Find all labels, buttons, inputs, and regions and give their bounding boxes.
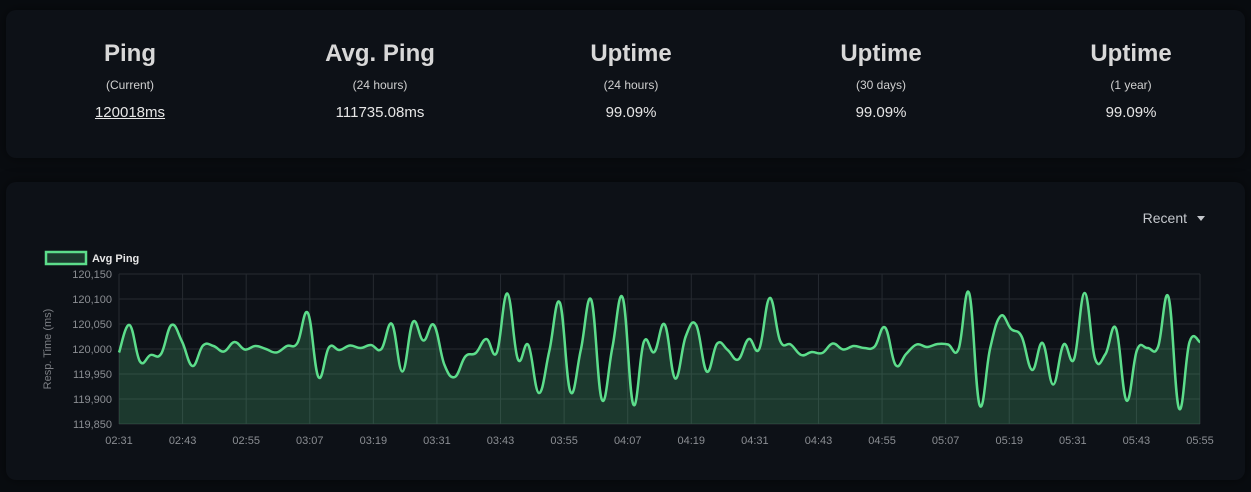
legend-label: Avg Ping — [92, 253, 139, 265]
y-tick-label: 119,950 — [73, 369, 112, 381]
x-tick-label: 03:07 — [296, 435, 324, 447]
x-tick-label: 04:19 — [678, 435, 706, 447]
chart-card: Recent 120,150 120,100 120,050 120,000 119,9… — [6, 182, 1245, 480]
x-tick-label: 03:55 — [550, 435, 578, 447]
stat-value: 111735.08ms — [335, 104, 425, 121]
stat-subtitle: (Current) — [105, 78, 154, 92]
y-tick-label: 120,050 — [72, 319, 112, 331]
period-dropdown-label: Recent — [1142, 210, 1187, 226]
stat-uptime-24h: Uptime (24 hours) 99.09% — [511, 40, 751, 121]
x-tick-label: 02:55 — [232, 435, 260, 447]
stat-subtitle: (1 year) — [1110, 78, 1152, 92]
x-tick-label: 03:19 — [360, 435, 388, 447]
x-tick-label: 02:31 — [105, 435, 133, 447]
stat-value: 99.09% — [855, 104, 907, 121]
ping-chart: 120,150 120,100 120,050 120,000 119,950 119,9… — [42, 250, 1214, 447]
x-tick-label: 04:31 — [741, 435, 769, 447]
stat-current-ping: Ping (Current) 120018ms — [10, 40, 250, 121]
stat-title: Uptime — [590, 40, 672, 67]
legend-swatch — [44, 250, 88, 266]
current-ping-link[interactable]: 120018ms — [94, 104, 166, 121]
x-tick-label: 05:43 — [1123, 435, 1151, 447]
stat-subtitle: (24 hours) — [603, 78, 659, 92]
series-area-avg-ping — [119, 291, 1200, 424]
stat-title: Avg. Ping — [325, 40, 435, 67]
stat-subtitle: (30 days) — [855, 78, 907, 92]
stat-title: Ping — [104, 40, 156, 67]
x-tick-label: 04:07 — [614, 435, 642, 447]
stat-value: 99.09% — [605, 104, 657, 121]
stat-uptime-30d: Uptime (30 days) 99.09% — [761, 40, 1001, 121]
y-tick-label: 120,150 — [72, 269, 112, 281]
stat-subtitle: (24 hours) — [352, 78, 408, 92]
x-tick-label: 03:31 — [423, 435, 451, 447]
stat-avg-ping: Avg. Ping (24 hours) 111735.08ms — [260, 40, 500, 121]
x-tick-label: 02:43 — [169, 435, 197, 447]
x-tick-label: 05:07 — [932, 435, 960, 447]
y-tick-label: 120,000 — [72, 344, 112, 356]
x-tick-label: 05:31 — [1059, 435, 1087, 447]
x-tick-label: 05:19 — [995, 435, 1023, 447]
x-tick-label: 05:55 — [1186, 435, 1214, 447]
y-axis-title: Resp. Time (ms) — [42, 309, 54, 390]
chevron-down-icon — [1197, 215, 1205, 221]
series-line-avg-ping — [117, 290, 1201, 411]
stat-uptime-1y: Uptime (1 year) 99.09% — [1011, 40, 1251, 121]
stats-card: Ping (Current) 120018ms Avg. Ping (24 ho… — [6, 10, 1245, 158]
x-tick-label: 04:43 — [805, 435, 833, 447]
y-tick-label: 119,900 — [73, 394, 112, 406]
stat-value: 99.09% — [1105, 104, 1157, 121]
stat-title: Uptime — [840, 40, 922, 67]
x-tick-label: 03:43 — [487, 435, 515, 447]
y-tick-label: 120,100 — [72, 294, 112, 306]
stat-title: Uptime — [1090, 40, 1172, 67]
x-tick-label: 04:55 — [868, 435, 896, 447]
period-dropdown[interactable]: Recent — [1143, 210, 1205, 226]
y-tick-label: 119,850 — [73, 419, 112, 431]
